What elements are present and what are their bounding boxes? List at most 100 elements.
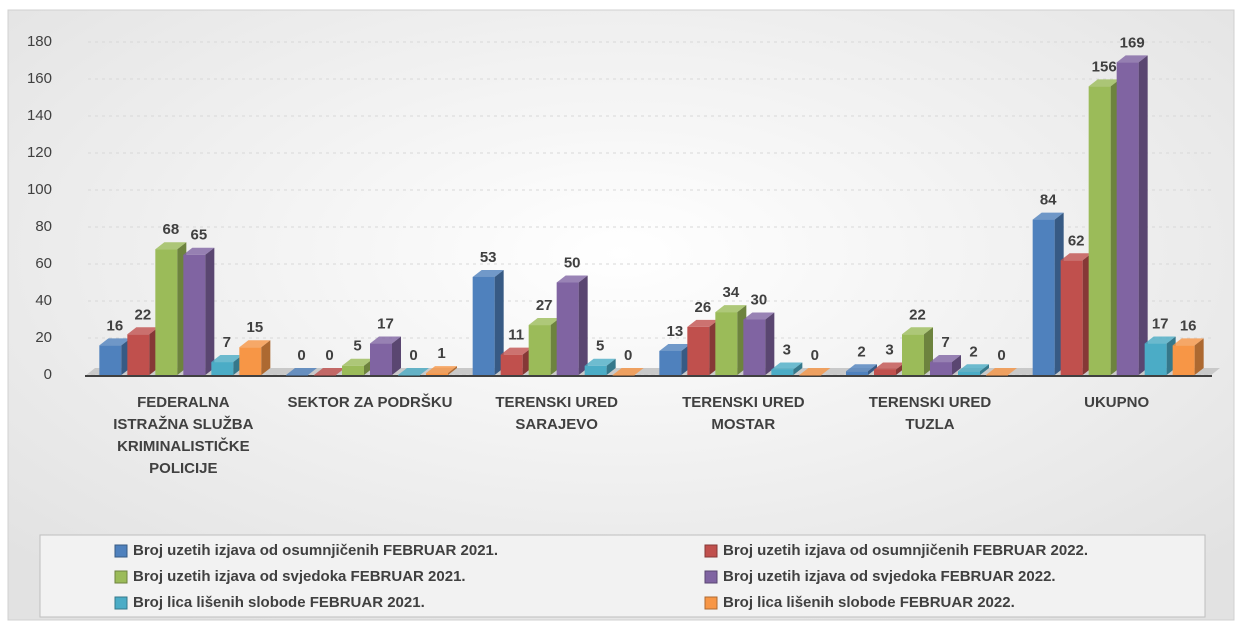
data-label: 0 [811,347,819,364]
bar-front [986,375,1008,376]
data-label: 3 [885,341,893,358]
data-label: 16 [106,317,123,334]
bar-top [1060,253,1092,261]
bar-front [743,319,766,375]
bar-front [1032,219,1055,375]
bar-top [127,327,159,335]
bar-top [902,327,933,335]
bar [715,305,747,375]
bar [183,247,215,375]
legend-label: Broj lica lišenih slobode FEBRUAR 2022. [723,594,1015,611]
data-label: 17 [1152,316,1169,333]
bar-top [874,362,905,370]
x-tick-label: TERENSKI URED TUZLA [868,394,992,433]
data-label: 1 [437,345,445,362]
y-tick-label: 80 [35,218,52,235]
bar-side [793,362,803,375]
bar-front [902,334,924,375]
x-tick-label: UKUPNO [1084,394,1150,411]
bar [1088,79,1120,376]
bar [239,340,271,375]
x-tick-label: TERENSKI URED SARAJEVO [495,394,618,433]
bar-front [239,347,262,375]
bar-top [659,343,691,351]
bar [659,343,691,375]
legend-label: Broj uzetih izjava od svjedoka FEBRUAR 2… [133,568,466,585]
bar [846,364,877,375]
bar-front [771,369,794,375]
bar-top [1032,212,1064,220]
bar [771,362,803,375]
bar-top [211,355,243,363]
bar [556,275,588,375]
legend-label: Broj uzetih izjava od osumnjičenih FEBRU… [723,542,1088,559]
data-label: 22 [134,306,151,323]
data-label: 0 [297,347,305,364]
legend-swatch [704,570,718,584]
bar-top [472,269,504,277]
bar [986,368,1017,376]
bar-top [1172,338,1204,346]
data-label: 0 [409,347,417,364]
bar-top [743,312,775,320]
data-label: 22 [909,306,926,323]
x-tick-label: SEKTOR ZA PODRŠKU [287,394,453,411]
y-tick-label: 20 [35,329,52,346]
bar-front [99,345,122,375]
bar [930,355,961,375]
bar-front [958,371,980,375]
bar-side [578,275,588,375]
bar-side [1138,55,1148,375]
legend-swatch [704,596,718,610]
bar-top [715,305,747,313]
data-label: 16 [1180,317,1197,334]
bar-side [494,269,504,375]
bar-front [584,365,607,375]
bar-front [846,371,868,375]
data-label: 30 [750,291,767,308]
data-label: 50 [564,254,581,271]
bar-front [500,354,523,375]
bar-front [370,343,392,375]
bar [584,358,616,375]
y-tick-label: 100 [27,181,52,198]
bar-top [500,347,532,355]
bar [528,318,560,375]
bar-front [715,312,738,375]
data-label: 26 [694,299,711,316]
bar-top [1088,79,1120,87]
bar-side [448,366,457,375]
bar-front [687,326,710,375]
legend-label: Broj uzetih izjava od osumnjičenih FEBRU… [133,542,498,559]
bar-front [398,375,420,376]
bar-side [1194,338,1204,375]
legend-swatch [114,596,128,610]
bar-top [370,336,401,344]
y-tick-label: 140 [27,107,52,124]
data-label: 2 [857,343,865,360]
bar-front [1172,345,1195,375]
x-tick-label: TERENSKI URED MOSTAR [682,394,805,433]
bar [1116,55,1148,375]
bar [612,368,644,376]
y-tick-label: 40 [35,292,52,309]
bar-side [261,340,271,375]
bar-front [286,375,308,376]
data-label: 3 [783,341,791,358]
legend-swatch [704,544,718,558]
data-label: 27 [536,297,553,314]
bar [500,347,532,375]
data-label: 84 [1040,192,1057,209]
y-tick-label: 60 [35,255,52,272]
data-label: 11 [508,327,524,344]
data-label: 68 [162,221,179,238]
data-label: 156 [1092,58,1117,75]
bar [799,368,831,376]
bar [687,319,719,375]
bar-front [612,375,635,376]
bar [1060,253,1092,375]
data-label: 5 [596,338,604,355]
bar-side [980,364,989,375]
y-tick-label: 180 [27,33,52,50]
